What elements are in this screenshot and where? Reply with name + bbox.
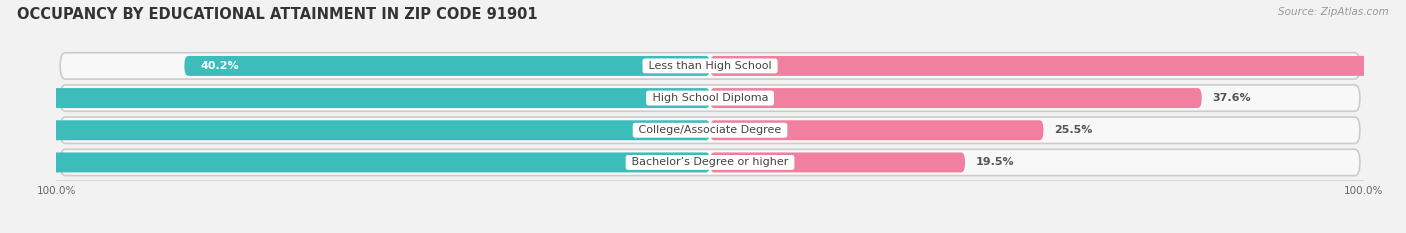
Text: College/Associate Degree: College/Associate Degree	[636, 125, 785, 135]
FancyBboxPatch shape	[710, 152, 965, 172]
Text: Bachelor’s Degree or higher: Bachelor’s Degree or higher	[628, 158, 792, 168]
Text: Source: ZipAtlas.com: Source: ZipAtlas.com	[1278, 7, 1389, 17]
Text: OCCUPANCY BY EDUCATIONAL ATTAINMENT IN ZIP CODE 91901: OCCUPANCY BY EDUCATIONAL ATTAINMENT IN Z…	[17, 7, 537, 22]
FancyBboxPatch shape	[710, 120, 1043, 140]
FancyBboxPatch shape	[184, 56, 710, 76]
Text: Less than High School: Less than High School	[645, 61, 775, 71]
FancyBboxPatch shape	[60, 85, 1360, 111]
FancyBboxPatch shape	[710, 88, 1202, 108]
Text: High School Diploma: High School Diploma	[648, 93, 772, 103]
FancyBboxPatch shape	[60, 149, 1360, 176]
Text: 40.2%: 40.2%	[200, 61, 239, 71]
Text: 19.5%: 19.5%	[976, 158, 1014, 168]
Text: 25.5%: 25.5%	[1054, 125, 1092, 135]
FancyBboxPatch shape	[60, 53, 1360, 79]
FancyBboxPatch shape	[0, 152, 710, 172]
FancyBboxPatch shape	[710, 56, 1406, 76]
Text: 37.6%: 37.6%	[1212, 93, 1251, 103]
FancyBboxPatch shape	[60, 117, 1360, 144]
FancyBboxPatch shape	[0, 120, 710, 140]
FancyBboxPatch shape	[0, 88, 710, 108]
